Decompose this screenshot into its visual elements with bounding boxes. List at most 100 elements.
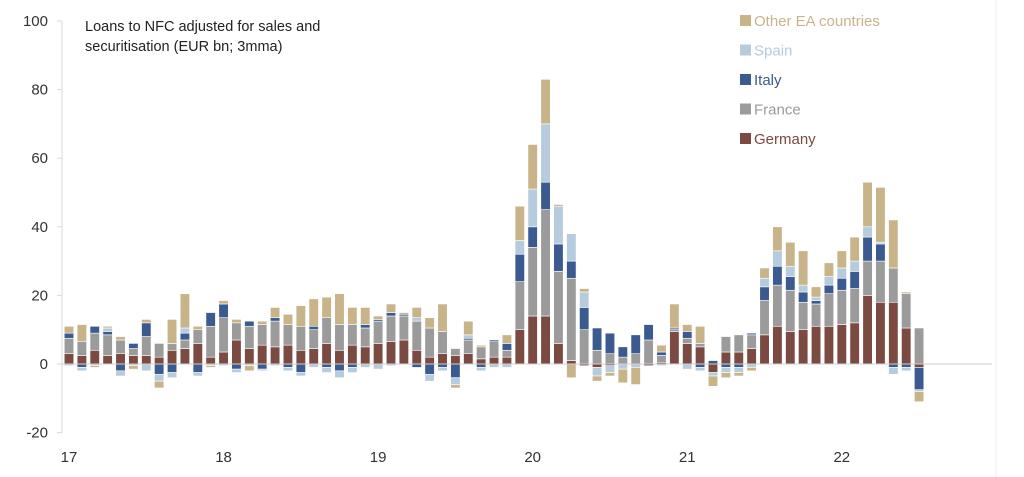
bar-segment-italy bbox=[695, 363, 706, 368]
bar-segment-other-ea-countries bbox=[630, 367, 641, 385]
bar-segment-germany bbox=[501, 356, 512, 365]
x-tick-label: 22 bbox=[833, 449, 850, 466]
bar-segment-germany bbox=[810, 325, 822, 365]
bar-segment-france bbox=[656, 355, 667, 363]
bar-segment-france bbox=[270, 320, 281, 348]
bar-segment-italy bbox=[682, 331, 693, 339]
bar-segment-other-ea-countries bbox=[257, 320, 268, 325]
bar-segment-other-ea-countries bbox=[360, 307, 371, 325]
bar-segment-other-ea-countries bbox=[566, 363, 577, 379]
bar-segment-france bbox=[888, 267, 899, 303]
bar-segment-spain bbox=[733, 367, 744, 373]
bar-segment-spain bbox=[295, 372, 306, 377]
x-tick-label: 18 bbox=[215, 449, 232, 466]
legend-label: Italy bbox=[754, 72, 782, 89]
bar-segment-spain bbox=[759, 277, 770, 288]
bar-segment-italy bbox=[553, 243, 564, 272]
bar-segment-other-ea-countries bbox=[373, 315, 384, 320]
bar-segment-other-ea-countries bbox=[733, 372, 744, 377]
bar-segment-other-ea-countries bbox=[347, 307, 358, 325]
bar-segment-spain bbox=[308, 363, 319, 368]
bar-segment-germany bbox=[785, 331, 796, 365]
bar-segment-france bbox=[566, 277, 577, 361]
bar-segment-germany bbox=[295, 349, 306, 365]
bar-segment-spain bbox=[746, 363, 757, 368]
bar-segment-other-ea-countries bbox=[604, 372, 616, 377]
bar-segment-france bbox=[901, 293, 912, 329]
bar-segment-italy bbox=[810, 300, 822, 305]
bar-segment-germany bbox=[141, 355, 152, 365]
bar-segment-france bbox=[849, 288, 860, 324]
bar-segment-france bbox=[630, 353, 641, 365]
bar-segment-spain bbox=[707, 372, 719, 377]
bar-segment-other-ea-countries bbox=[128, 365, 139, 370]
bar-segment-italy bbox=[450, 363, 461, 379]
bar-segment-france bbox=[579, 329, 590, 365]
bar-segment-italy bbox=[630, 334, 641, 355]
bar-segment-italy bbox=[231, 363, 242, 370]
bar-segment-italy bbox=[707, 360, 719, 365]
bar-segment-germany bbox=[463, 353, 474, 365]
bar-segment-france bbox=[875, 260, 886, 303]
bar-segment-other-ea-countries bbox=[334, 293, 345, 325]
bar-segment-italy bbox=[154, 363, 165, 375]
bar-segment-other-ea-countries bbox=[231, 319, 242, 324]
bar-segment-germany bbox=[695, 346, 706, 365]
bar-segment-spain bbox=[862, 226, 873, 238]
bar-segment-france bbox=[282, 324, 294, 346]
bar-segment-france bbox=[115, 339, 126, 355]
bar-segment-spain bbox=[450, 377, 461, 385]
bar-segment-spain bbox=[849, 260, 860, 272]
bar-segment-other-ea-countries bbox=[463, 320, 474, 336]
bar-segment-other-ea-countries bbox=[295, 305, 306, 327]
bar-segment-italy bbox=[115, 363, 126, 372]
legend-label: Other EA countries bbox=[754, 13, 880, 30]
bar-segment-other-ea-countries bbox=[682, 324, 693, 332]
bar-segment-italy bbox=[76, 363, 87, 368]
bar-segment-spain bbox=[373, 363, 384, 370]
bar-segment-spain bbox=[823, 276, 834, 286]
bar-segment-germany bbox=[128, 355, 139, 365]
bar-segment-spain bbox=[257, 368, 268, 372]
bar-segment-germany bbox=[102, 355, 113, 365]
bar-segment-germany bbox=[282, 344, 294, 365]
bar-segment-germany bbox=[746, 348, 757, 365]
bar-segment-other-ea-countries bbox=[798, 250, 809, 286]
bar-segment-other-ea-countries bbox=[707, 375, 719, 387]
y-tick-label: 60 bbox=[31, 150, 48, 167]
bar-segment-france bbox=[810, 303, 822, 327]
bar-segment-france bbox=[154, 343, 165, 358]
bar-segment-italy bbox=[476, 363, 487, 368]
bar-segment-spain bbox=[179, 327, 190, 334]
bar-segment-germany bbox=[360, 346, 371, 365]
bar-segment-spain bbox=[888, 367, 899, 375]
bar-segment-germany bbox=[424, 356, 435, 365]
legend-swatch bbox=[740, 103, 751, 115]
bar-segment-italy bbox=[733, 363, 744, 368]
bar-segment-spain bbox=[476, 367, 487, 372]
bar-segment-other-ea-countries bbox=[437, 303, 448, 332]
bar-segment-germany bbox=[720, 351, 731, 365]
bar-segment-germany bbox=[179, 348, 190, 365]
bar-segment-germany bbox=[875, 301, 886, 365]
bar-segment-other-ea-countries bbox=[192, 325, 203, 330]
bar-segment-other-ea-countries bbox=[785, 241, 796, 267]
bar-segment-france bbox=[385, 315, 397, 343]
bar-segment-italy bbox=[102, 331, 113, 336]
legend-swatch bbox=[740, 133, 751, 144]
bar-segment-italy bbox=[347, 363, 358, 368]
bar-segment-other-ea-countries bbox=[398, 312, 409, 315]
bar-segment-spain bbox=[592, 367, 603, 377]
bar-segment-spain bbox=[579, 291, 590, 308]
bar-segment-other-ea-countries bbox=[89, 365, 100, 368]
bars bbox=[63, 79, 925, 403]
bar-segment-france bbox=[682, 337, 693, 344]
bar-segment-italy bbox=[914, 367, 925, 391]
bar-segment-other-ea-countries bbox=[862, 181, 873, 228]
bar-segment-germany bbox=[849, 322, 860, 365]
bar-segment-other-ea-countries bbox=[527, 144, 538, 190]
bar-segment-france bbox=[617, 356, 628, 365]
bar-segment-italy bbox=[334, 363, 345, 372]
bar-segment-other-ea-countries bbox=[154, 380, 165, 389]
bar-segment-italy bbox=[901, 363, 912, 368]
